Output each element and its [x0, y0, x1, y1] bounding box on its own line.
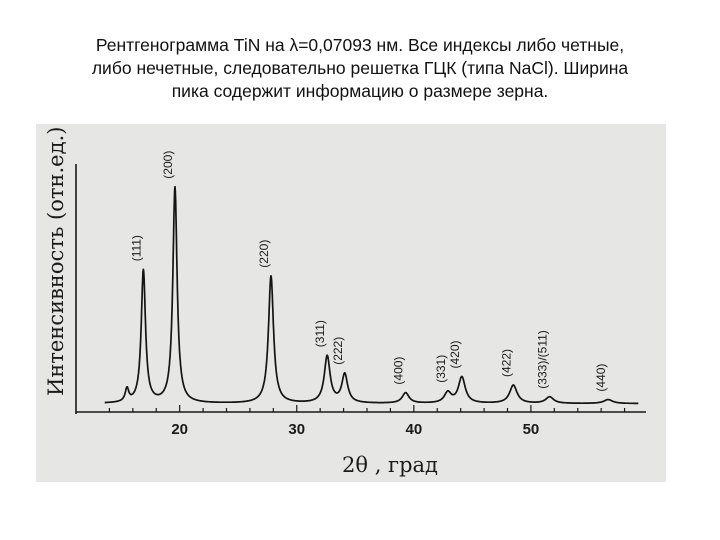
- x-axis-label: 2θ , град: [342, 453, 438, 477]
- x-ticks: 20 30 40 50: [108, 405, 626, 438]
- peak-label: (200): [161, 151, 175, 179]
- peak-label: (422): [499, 349, 513, 377]
- peak-labels: (111) (200) (220) (311) (222) (400) (331)(420)…: [129, 151, 608, 392]
- xrd-pattern-figure: 20 30 40 50 (111) (200) (220) (311) (222) (400)(…: [36, 124, 666, 482]
- diffraction-curve: [104, 185, 639, 405]
- peak-label: (222): [331, 337, 345, 365]
- peak-label: (111): [129, 235, 143, 261]
- peak-label: (331): [434, 355, 448, 383]
- figure-caption: Рентгенограмма TiN на λ=0,07093 нм. Все …: [20, 34, 700, 103]
- x-tick-label: 20: [171, 421, 188, 438]
- x-tick-label: 30: [288, 421, 305, 438]
- peak-label: (311): [313, 320, 327, 347]
- peak-label: (440): [594, 364, 608, 392]
- caption-line-1: Рентгенограмма TiN на λ=0,07093 нм. Все …: [95, 35, 625, 55]
- caption-line-2: либо нечетные, следовательно решетка ГЦК…: [91, 58, 629, 78]
- y-axis-label: Интенсивность (отн.ед.): [44, 127, 68, 396]
- caption-line-3: пика содержит информацию о размере зерна…: [171, 81, 549, 101]
- peak-label: (420): [448, 340, 462, 368]
- peak-label: (333)/(511): [536, 330, 550, 388]
- peak-label: (220): [257, 240, 271, 268]
- x-tick-label: 40: [405, 421, 422, 438]
- peak-label: (400): [392, 357, 406, 385]
- xrd-chart: 20 30 40 50 (111)(200)(220)(311)(222)(400)(…: [44, 127, 646, 477]
- x-tick-label: 50: [523, 421, 540, 438]
